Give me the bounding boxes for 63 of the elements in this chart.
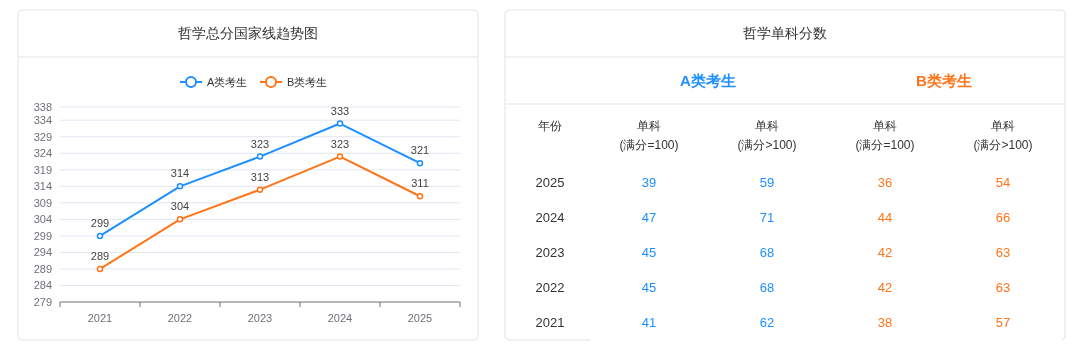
x-tick-label: 2022 <box>167 312 193 324</box>
data-label: 63 <box>995 280 1011 295</box>
y-tick-label: 338 <box>33 101 52 113</box>
y-tick-label: 294 <box>33 246 52 259</box>
y-tick-label: 2022 <box>535 280 565 295</box>
data-label: 59 <box>759 175 775 190</box>
data-label: 333 <box>330 104 350 117</box>
data-label: 63 <box>995 245 1011 260</box>
chart-title: 哲学总分国家线趋势图 <box>178 25 318 41</box>
legend-label: A类考生 <box>207 76 248 88</box>
x-tick-label: 2025 <box>407 312 433 324</box>
data-label: 42 <box>877 245 893 260</box>
data-label: 311 <box>411 177 429 190</box>
y-axis-title: 年份 <box>538 119 562 133</box>
data-label: 68 <box>759 245 775 260</box>
data-label: 314 <box>170 167 190 180</box>
data-label: 313 <box>250 170 270 183</box>
data-label: 62 <box>759 315 775 330</box>
x-tick-label: 2021 <box>87 312 113 324</box>
data-label: 39 <box>641 175 657 190</box>
x-tick-label: 2023 <box>247 312 273 324</box>
y-tick-label: 289 <box>33 262 52 275</box>
y-tick-label: 309 <box>33 196 52 209</box>
data-label: 42 <box>877 280 893 295</box>
y-tick-label: 2025 <box>535 175 565 190</box>
y-tick-label: 304 <box>33 213 52 226</box>
x-tick-label: 单科 (满分=100) <box>855 119 915 152</box>
data-label: 71 <box>759 210 775 225</box>
data-label: 41 <box>641 315 657 330</box>
data-label: 36 <box>877 175 893 190</box>
data-label: 44 <box>877 210 893 225</box>
chart-title: 哲学单科分数 <box>743 25 827 41</box>
data-label: 45 <box>641 245 657 260</box>
y-tick-label: 2023 <box>535 245 565 260</box>
data-label: 304 <box>170 200 190 213</box>
y-tick-label: 299 <box>33 229 52 242</box>
data-label: 321 <box>410 144 430 157</box>
y-tick-label: 329 <box>33 130 52 143</box>
data-label: 68 <box>759 280 775 295</box>
y-tick-label: 279 <box>33 296 52 308</box>
x-tick-label: 单科 (满分=100) <box>619 119 679 152</box>
y-tick-label: 2024 <box>535 210 565 225</box>
data-label: 299 <box>90 216 110 229</box>
x-tick-label: 单科 (满分>100) <box>737 119 797 152</box>
y-tick-label: 334 <box>33 114 52 127</box>
data-label: 323 <box>330 137 350 150</box>
data-label: 45 <box>641 280 657 295</box>
y-tick-label: 319 <box>33 163 52 176</box>
legend-label: B类考生 <box>287 76 328 88</box>
data-label: 47 <box>641 210 657 225</box>
data-label: 57 <box>995 315 1011 330</box>
data-label: 66 <box>995 210 1011 225</box>
data-label: 54 <box>995 175 1011 190</box>
y-tick-label: 324 <box>33 147 52 160</box>
data-label: 323 <box>250 137 270 150</box>
text: A类考生 <box>680 72 736 89</box>
data-label: 38 <box>877 315 893 330</box>
text: B类考生 <box>916 72 972 89</box>
x-tick-label: 2024 <box>327 312 353 324</box>
x-tick-label: 单科 (满分>100) <box>973 119 1033 152</box>
y-tick-label: 284 <box>33 279 52 292</box>
data-label: 289 <box>90 249 110 262</box>
y-tick-label: 314 <box>33 180 52 193</box>
